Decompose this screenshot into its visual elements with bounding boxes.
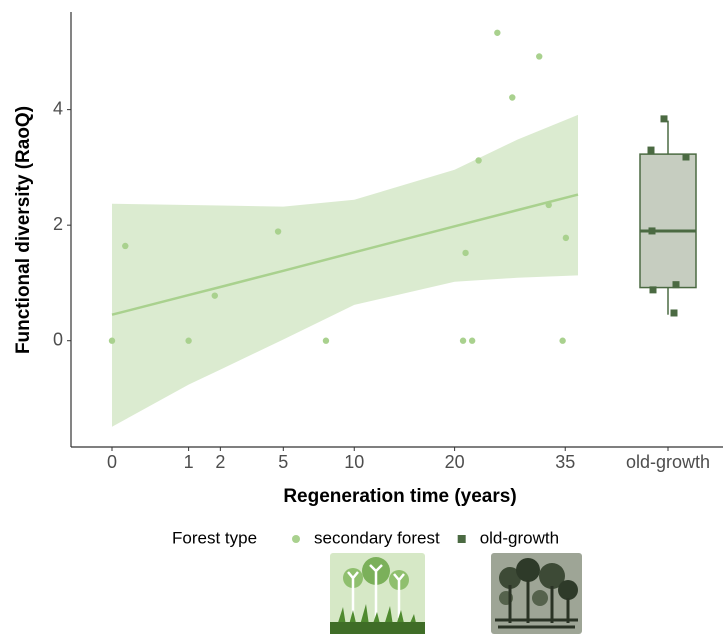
data-point [559,337,566,344]
fit-line [111,193,579,316]
data-point [459,337,467,344]
y-tick-label: 0 [53,329,63,349]
x-tick-label: old-growth [626,452,710,472]
box-point [672,281,680,289]
data-point [274,228,282,235]
data-point [122,242,129,250]
y-tick-label: 4 [53,98,63,118]
x-tick-label: 10 [344,452,364,472]
legend-label: secondary forest [314,528,440,547]
box-point [660,115,668,123]
x-tick-label: 1 [184,452,194,472]
y-axis-title: Functional diversity (RaoQ) [13,106,34,354]
data-point [185,337,192,344]
y-tick-label: 2 [53,214,63,234]
x-tick-label: 2 [215,452,225,472]
legend-label: old-growth [480,528,559,547]
confidence-band [112,114,578,427]
data-point [462,249,469,257]
data-point [322,337,330,344]
data-point [509,94,516,101]
box-body [639,153,697,289]
secondary-forest-icon [330,553,425,634]
x-tick-label: 5 [278,452,288,472]
box-point [648,227,656,235]
x-tick-label: 0 [107,452,117,472]
data-point [475,157,482,164]
data-point [494,29,501,36]
old-growth-icon [491,553,582,634]
legend-marker [457,535,466,543]
legend-marker [292,535,300,543]
data-point [536,53,543,60]
x-tick-label: 35 [555,452,575,472]
data-point [108,337,116,344]
box-point [649,286,657,294]
x-tick-label: 20 [445,452,465,472]
data-point [562,234,570,242]
box-point [670,309,678,317]
box-point [647,146,655,154]
legend-title: Forest type [172,528,257,547]
data-point [211,292,218,299]
data-point [545,201,552,209]
x-axis-title: Regeneration time (years) [283,486,516,507]
box-point [682,153,690,161]
data-point [468,337,476,344]
